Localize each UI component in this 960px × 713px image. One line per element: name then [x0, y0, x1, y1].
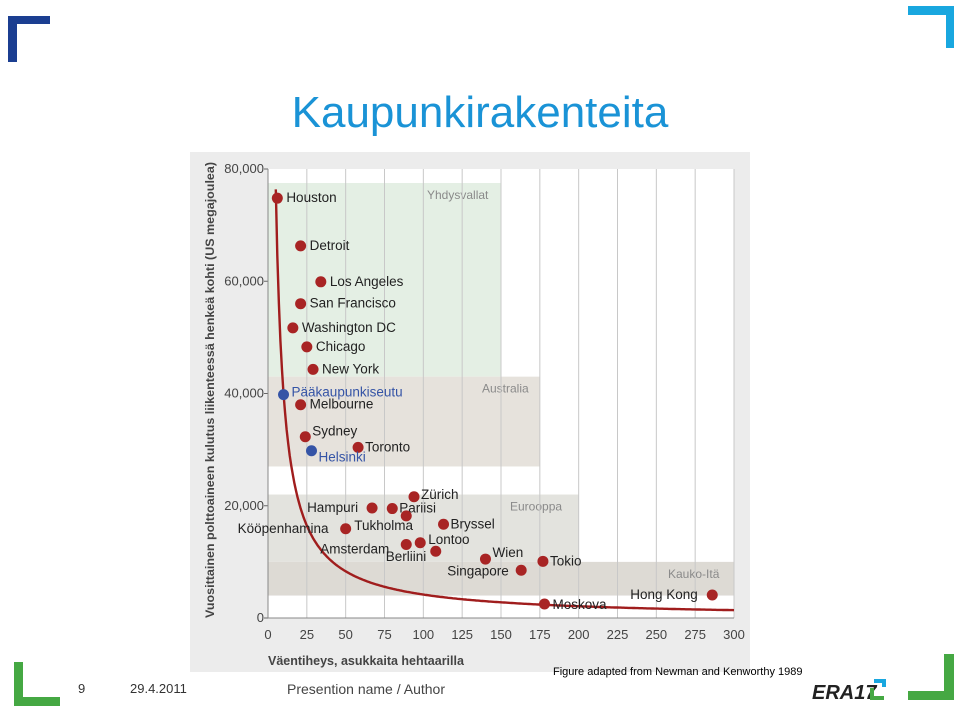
x-tick-label: 225	[607, 627, 629, 642]
data-point	[706, 589, 718, 601]
y-tick-label: 20,000	[224, 498, 264, 513]
data-label: Helsinki	[318, 450, 365, 465]
region-label: Australia	[482, 382, 529, 396]
data-label: Houston	[286, 190, 336, 205]
x-tick-label: 175	[529, 627, 551, 642]
corner-bracket-top-left	[8, 16, 50, 62]
data-label: Hong Kong	[630, 587, 698, 602]
data-label: Detroit	[310, 238, 350, 253]
data-point	[301, 341, 313, 353]
data-label: Hampuri	[307, 500, 358, 515]
logo-wordmark: ERA17	[812, 682, 877, 704]
data-point	[479, 553, 491, 565]
x-tick-label: 25	[300, 627, 314, 642]
data-label: Bryssel	[451, 516, 495, 531]
data-point	[340, 523, 352, 535]
x-tick-label: 250	[645, 627, 667, 642]
data-label: Chicago	[316, 339, 366, 354]
data-point	[305, 445, 317, 457]
data-point	[271, 192, 283, 204]
y-tick-label: 40,000	[224, 386, 264, 401]
data-label: Los Angeles	[330, 274, 404, 289]
data-point	[295, 298, 307, 310]
figure-caption: Figure adapted from Newman and Kenworthy…	[553, 666, 803, 678]
data-point	[295, 240, 307, 252]
x-tick-label: 150	[490, 627, 512, 642]
y-tick-label: 80,000	[224, 161, 264, 176]
data-label: Lontoo	[428, 532, 469, 547]
data-label: Pääkaupunkiseutu	[292, 385, 403, 400]
data-point	[400, 510, 412, 522]
data-point	[295, 399, 307, 411]
corner-bracket-shape	[8, 16, 50, 62]
data-label: Moskova	[552, 597, 607, 612]
data-point	[400, 538, 412, 550]
logo-mark	[870, 688, 884, 700]
data-point	[386, 503, 398, 515]
chart-container: Yhdysvallat Australia Eurooppa Kauko-Itä 0 25…	[190, 152, 750, 672]
data-point	[515, 564, 527, 576]
data-point	[438, 518, 450, 530]
data-label: Kööpenhamina	[238, 521, 329, 536]
corner-bracket-top-right	[908, 6, 954, 48]
x-tick-label: 0	[264, 627, 271, 642]
data-label: Zürich	[421, 487, 459, 502]
data-label: New York	[322, 361, 379, 376]
data-point	[430, 545, 442, 557]
y-tick-label: 0	[257, 610, 264, 625]
data-label: Tokio	[550, 553, 582, 568]
density-fuel-chart: Yhdysvallat Australia Eurooppa Kauko-Itä 0 25…	[190, 152, 750, 672]
data-label: Tukholma	[354, 518, 413, 533]
era17-logo: ERA17	[812, 679, 886, 704]
page-number: 9	[78, 681, 86, 696]
data-point	[538, 598, 550, 610]
region-label: Eurooppa	[510, 500, 562, 514]
x-tick-label: 50	[338, 627, 352, 642]
data-label: Amsterdam	[320, 541, 389, 556]
data-label: Toronto	[365, 439, 410, 454]
footer-presentation: Presention name / Author	[287, 681, 445, 697]
x-tick-label: 275	[684, 627, 706, 642]
data-label: Melbourne	[310, 397, 374, 412]
data-label: Wien	[492, 545, 523, 560]
logo-mark	[874, 679, 886, 687]
data-label: Sydney	[312, 424, 357, 439]
data-point	[299, 431, 311, 443]
corner-bracket-shape	[14, 662, 60, 706]
corner-bracket-bottom-right	[908, 654, 954, 700]
data-point	[414, 537, 426, 549]
corner-bracket-shape	[908, 6, 954, 48]
data-label: Singapore	[447, 563, 509, 578]
slide-title: Kaupunkirakenteita	[291, 88, 669, 137]
y-tick-label: 60,000	[224, 273, 264, 288]
data-point	[537, 555, 549, 567]
data-point	[315, 276, 327, 288]
x-tick-label: 125	[451, 627, 473, 642]
x-tick-label: 75	[377, 627, 391, 642]
data-point	[287, 322, 299, 334]
footer-date: 29.4.2011	[130, 681, 187, 696]
x-tick-label: 100	[412, 627, 434, 642]
region-label: Kauko-Itä	[668, 567, 720, 581]
trend-curve	[274, 189, 735, 612]
data-point	[352, 441, 364, 453]
region-label: Yhdysvallat	[427, 188, 489, 202]
data-point	[278, 389, 290, 401]
y-axis-title: Vuosittainen polttoaineen kulutus liiken…	[203, 162, 217, 618]
data-label: Berliini	[386, 549, 427, 564]
data-label: San Francisco	[310, 296, 396, 311]
data-point	[307, 363, 319, 375]
x-tick-label: 200	[568, 627, 590, 642]
corner-bracket-bottom-left	[14, 662, 60, 706]
x-axis-title: Väentiheys, asukkaita hehtaarilla	[268, 654, 465, 668]
data-point	[366, 502, 378, 514]
x-tick-label: 300	[723, 627, 745, 642]
data-label: Washington DC	[302, 320, 396, 335]
data-point	[408, 491, 420, 503]
corner-bracket-shape	[908, 654, 954, 700]
